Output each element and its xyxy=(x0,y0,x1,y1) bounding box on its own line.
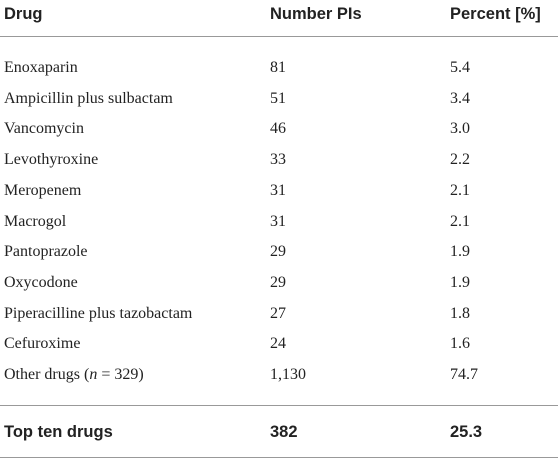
cell: 81 xyxy=(270,59,286,76)
cell: 3.4 xyxy=(450,89,470,107)
cell: 33 xyxy=(270,151,286,169)
cell: Enoxaparin xyxy=(4,59,78,76)
text: = 329) xyxy=(97,366,144,383)
cell: 1.9 xyxy=(450,273,470,291)
cell: 1.8 xyxy=(450,304,470,322)
cell: Cefuroxime xyxy=(4,335,81,353)
cell: 74.7 xyxy=(450,366,478,383)
cell: 29 xyxy=(270,243,286,261)
cell: Ampicillin plus sulbactam xyxy=(4,89,173,107)
cell: 51 xyxy=(270,89,286,107)
cell: 1.9 xyxy=(450,243,470,261)
total-cell: Top ten drugs xyxy=(4,423,113,441)
cell: 27 xyxy=(270,304,286,322)
cell: Vancomycin xyxy=(4,120,84,138)
cell: 1.6 xyxy=(450,335,470,353)
cell: 31 xyxy=(270,212,286,230)
cell: 3.0 xyxy=(450,120,470,138)
cell: Pantoprazole xyxy=(4,243,88,261)
bottom-rule xyxy=(0,457,558,458)
header-cell: Percent [%] xyxy=(450,5,541,23)
cell: 2.1 xyxy=(450,181,470,199)
cell: 2.2 xyxy=(450,151,470,169)
header-cell: Drug xyxy=(4,5,43,23)
italic-text: n xyxy=(89,366,98,383)
cell: 46 xyxy=(270,120,286,138)
cell: Macrogol xyxy=(4,212,67,230)
total-cell: 382 xyxy=(270,423,298,441)
cell: Oxycodone xyxy=(4,273,78,291)
cell: Piperacilline plus tazobactam xyxy=(4,304,193,322)
cell: 5.4 xyxy=(450,59,470,76)
other-drug-cell: Other drugs (n = 329) xyxy=(4,365,144,385)
total-cell: 25.3 xyxy=(450,423,483,441)
cell: 24 xyxy=(270,335,286,353)
cell: Levothyroxine xyxy=(4,151,99,169)
header-cell: Number PIs xyxy=(270,5,362,23)
cell: 1,130 xyxy=(270,366,306,383)
cell: Meropenem xyxy=(4,181,82,199)
cell: 2.1 xyxy=(450,212,470,230)
header-rule xyxy=(0,36,558,37)
text: Other drugs ( xyxy=(4,366,90,383)
cell: 31 xyxy=(270,181,286,199)
total-rule xyxy=(0,405,558,406)
cell: 29 xyxy=(270,273,286,291)
